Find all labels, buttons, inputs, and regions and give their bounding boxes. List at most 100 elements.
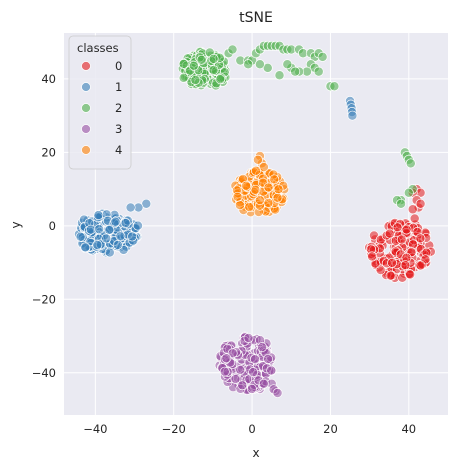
data-point xyxy=(178,58,189,69)
data-point xyxy=(254,195,265,206)
data-point xyxy=(274,70,285,81)
data-point xyxy=(93,210,104,221)
legend-label-4: 4 xyxy=(115,143,122,157)
data-point xyxy=(120,218,131,229)
data-point xyxy=(75,231,86,242)
data-point xyxy=(396,234,407,245)
x-tick-labels: −40 −20 0 20 40 xyxy=(83,422,416,436)
data-point xyxy=(127,231,138,242)
legend: classes 0 1 2 3 4 xyxy=(68,35,132,170)
data-point xyxy=(400,260,411,271)
data-point xyxy=(248,367,259,378)
y-tick-labels: −40 −20 0 20 40 xyxy=(32,72,56,380)
data-point xyxy=(230,374,241,384)
legend-marker-1 xyxy=(81,82,91,92)
data-point xyxy=(244,202,255,212)
x-tick-label: 0 xyxy=(248,422,255,436)
data-point xyxy=(405,158,416,169)
legend-marker-4 xyxy=(81,145,91,155)
data-point xyxy=(221,353,232,364)
x-tick-label: 20 xyxy=(323,422,338,436)
data-point xyxy=(125,202,136,213)
data-point xyxy=(313,66,324,77)
legend-label-0: 0 xyxy=(115,59,122,73)
data-point xyxy=(253,154,263,165)
chart-title: tSNE xyxy=(239,10,273,26)
data-point xyxy=(290,66,301,77)
data-point xyxy=(243,59,254,70)
data-point xyxy=(251,165,261,176)
data-point xyxy=(110,216,121,227)
legend-title: classes xyxy=(77,41,119,55)
x-tick-label: 40 xyxy=(401,422,416,436)
data-point xyxy=(101,233,112,244)
data-point xyxy=(403,187,414,198)
data-point xyxy=(232,191,243,202)
data-point xyxy=(257,342,268,353)
data-point xyxy=(266,365,277,376)
legend-marker-0 xyxy=(81,61,91,71)
data-point xyxy=(367,251,378,262)
scatter-points xyxy=(74,40,436,398)
data-point xyxy=(104,224,115,235)
data-point xyxy=(235,200,245,211)
data-point xyxy=(263,354,273,364)
data-point xyxy=(243,333,254,343)
legend-label-1: 1 xyxy=(115,80,122,94)
data-point xyxy=(208,53,219,64)
data-point xyxy=(215,74,226,85)
data-point xyxy=(112,240,123,250)
data-point xyxy=(317,51,328,62)
data-point xyxy=(347,110,358,121)
data-point xyxy=(92,240,103,251)
data-point xyxy=(396,198,406,209)
data-point xyxy=(85,224,96,235)
data-point xyxy=(273,184,284,195)
data-point xyxy=(385,270,396,281)
data-point xyxy=(190,75,201,86)
data-point xyxy=(269,174,280,185)
data-point xyxy=(258,378,269,389)
data-point xyxy=(208,65,219,76)
legend-marker-2 xyxy=(81,103,91,113)
data-point xyxy=(196,54,207,65)
data-point xyxy=(415,233,426,244)
x-tick-label: −20 xyxy=(162,422,186,436)
data-point xyxy=(263,182,274,193)
legend-marker-3 xyxy=(81,124,91,134)
data-point xyxy=(392,222,403,233)
data-point xyxy=(384,228,395,239)
data-point xyxy=(227,44,238,55)
y-tick-label: 40 xyxy=(41,72,56,86)
data-point xyxy=(282,59,293,70)
data-point xyxy=(250,354,260,365)
data-point xyxy=(219,366,230,377)
data-point xyxy=(387,257,397,268)
data-point xyxy=(115,231,126,242)
data-point xyxy=(188,60,199,71)
data-point xyxy=(415,260,426,271)
legend-label-3: 3 xyxy=(115,122,122,136)
data-point xyxy=(272,192,283,203)
legend-label-2: 2 xyxy=(115,101,122,115)
y-tick-label: 20 xyxy=(41,145,56,159)
data-point xyxy=(94,224,105,235)
y-axis-label: y xyxy=(9,221,23,228)
data-point xyxy=(235,364,246,375)
x-tick-label: −40 xyxy=(83,422,107,436)
data-point xyxy=(178,72,189,83)
data-point xyxy=(132,220,143,231)
y-tick-label: −40 xyxy=(32,366,56,380)
data-point xyxy=(407,204,418,215)
data-point xyxy=(415,198,426,209)
data-point xyxy=(263,198,274,208)
data-point xyxy=(246,383,257,394)
y-tick-label: 0 xyxy=(49,219,56,233)
data-point xyxy=(80,242,91,253)
data-point xyxy=(405,269,416,280)
data-point xyxy=(272,388,283,398)
data-point xyxy=(254,59,265,70)
y-tick-label: −20 xyxy=(32,292,56,306)
